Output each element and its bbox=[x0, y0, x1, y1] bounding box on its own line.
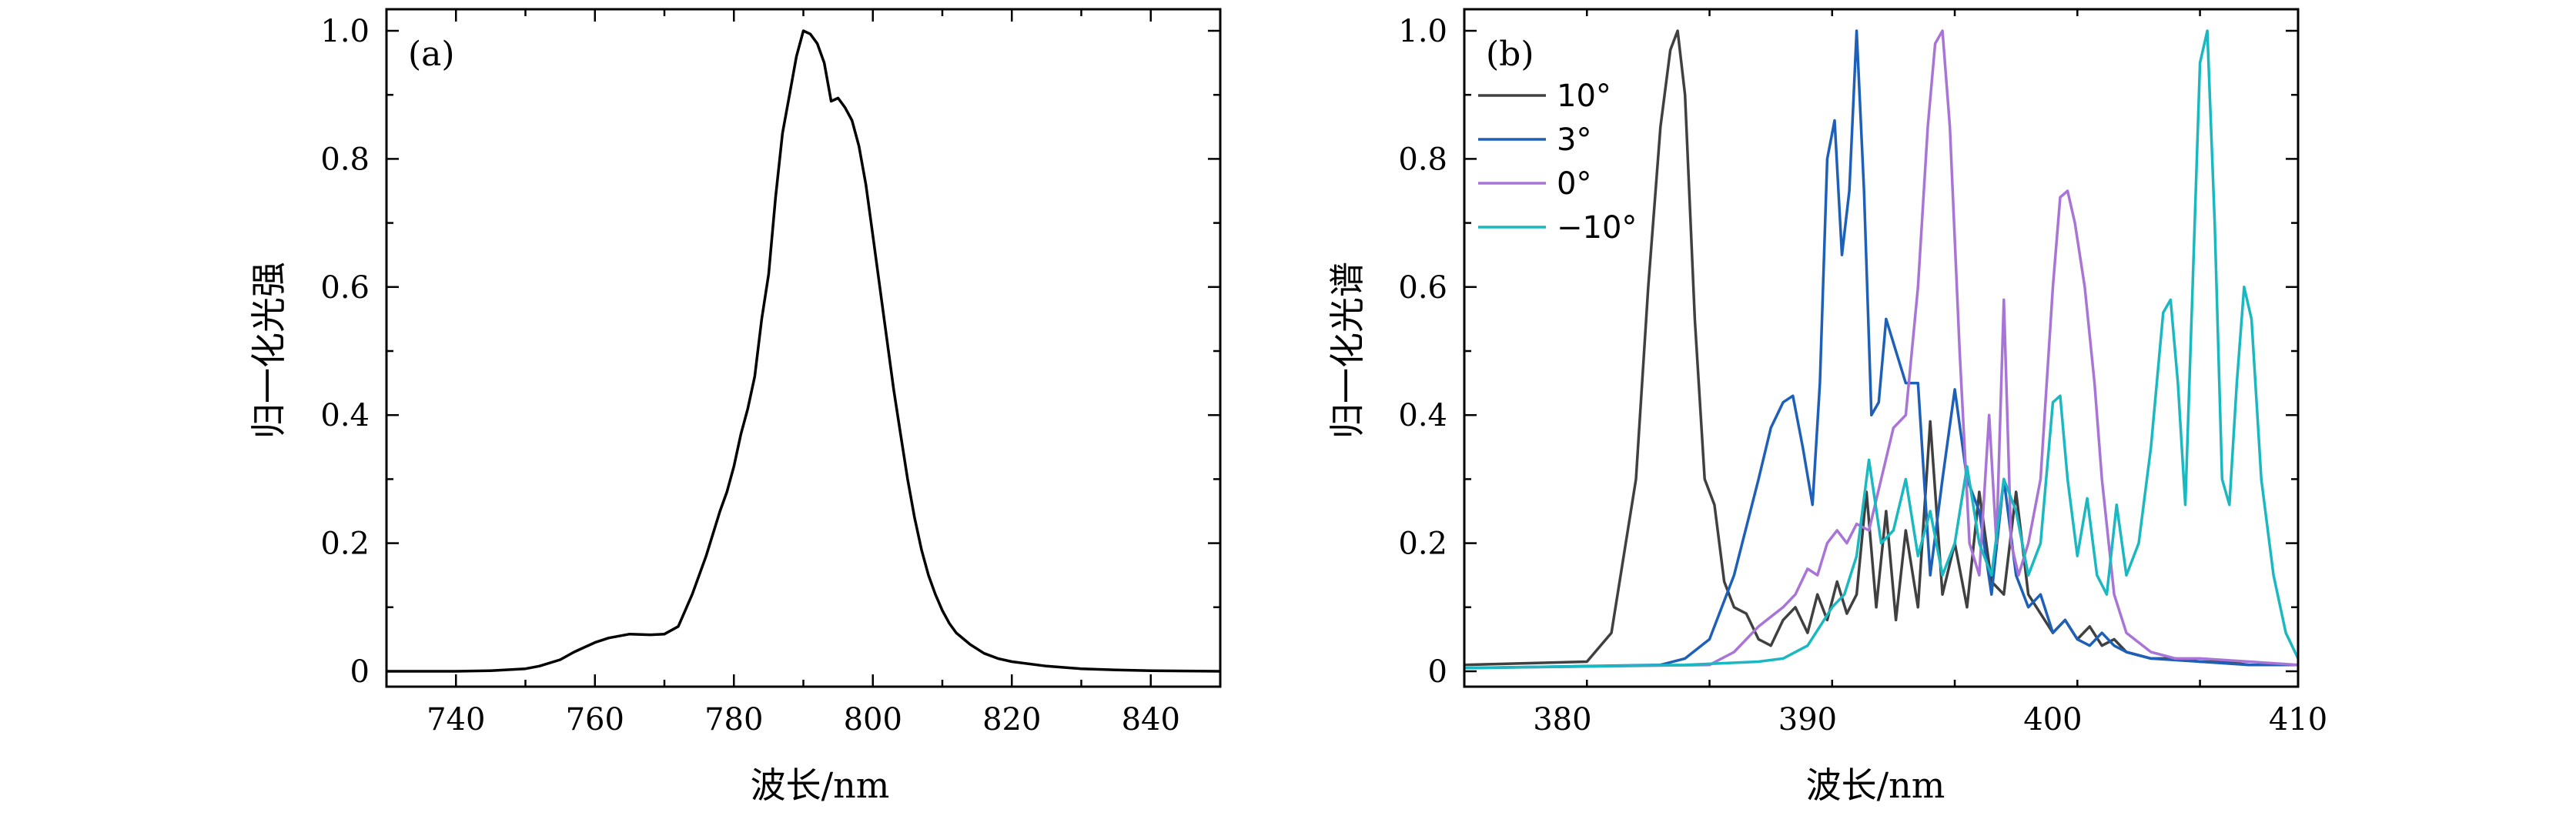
panel-a-x-tick-label: 820 bbox=[982, 702, 1041, 737]
panel-a-x-tick-label: 840 bbox=[1122, 702, 1180, 737]
panel-a-plot-frame bbox=[385, 8, 1222, 688]
panel-b-series-line-3 bbox=[1464, 29, 2300, 670]
panel-b-y-tick-label: 0.4 bbox=[1398, 398, 1447, 433]
chart-panel-b: 归一化光谱 波长/nm 380 390 400 410 0 0.2 0.4 0.6 0.8 1.0… bbox=[1326, 8, 2327, 806]
panel-a-x-tick-label: 800 bbox=[844, 702, 902, 737]
panel-b-x-axis-label: 波长/nm bbox=[1806, 764, 1945, 806]
panel-b-x-tick-label: 400 bbox=[2023, 702, 2082, 737]
chart-panel-a: 归一化光强 波长/nm 740 760 780 800 820 840 0 0.2 0.4 0.6… bbox=[248, 8, 1222, 806]
panel-a-x-axis-label: 波长/nm bbox=[751, 764, 890, 806]
panel-a-y-tick-label: 0.8 bbox=[320, 142, 370, 177]
panel-a-y-axis-label: 归一化光强 bbox=[248, 262, 289, 439]
legend-label-2: 0° bbox=[1557, 166, 1591, 202]
panel-a-x-tick-label: 740 bbox=[427, 702, 485, 737]
panel-b-label: (b) bbox=[1486, 35, 1534, 74]
panel-a-x-tick-label: 760 bbox=[566, 702, 624, 737]
panel-b-y-tick-label: 0.2 bbox=[1398, 527, 1447, 562]
panel-a-y-tick-label: 0.6 bbox=[320, 270, 370, 306]
panel-b-y-axis-label: 归一化光谱 bbox=[1326, 262, 1368, 439]
panel-a-y-tick-label: 1.0 bbox=[320, 14, 370, 49]
panel-b-x-tick-label: 390 bbox=[1778, 702, 1837, 737]
legend-label-1: 3° bbox=[1557, 122, 1591, 158]
panel-b-y-tick-label: 0 bbox=[1428, 654, 1447, 690]
panel-a-y-tick-label: 0.2 bbox=[320, 527, 370, 562]
panel-b-y-tick-label: 0.8 bbox=[1398, 142, 1447, 177]
panel-b-y-tick-label: 1.0 bbox=[1398, 14, 1447, 49]
panel-a-y-tick-label: 0.4 bbox=[320, 398, 370, 433]
legend-label-3: −10° bbox=[1557, 210, 1637, 246]
panel-b-ticks: 380 390 400 410 0 0.2 0.4 0.6 0.8 1.0 bbox=[1398, 9, 2327, 737]
panel-b-x-tick-label: 380 bbox=[1533, 702, 1591, 737]
panel-a-y-tick-label: 0 bbox=[350, 654, 370, 690]
panel-a-label: (a) bbox=[408, 35, 455, 74]
panel-b-legend: 10° 3° 0° −10° bbox=[1478, 79, 1637, 246]
legend-label-0: 10° bbox=[1557, 79, 1611, 114]
panel-b-plot-frame bbox=[1463, 8, 2300, 688]
panel-a-x-tick-label: 780 bbox=[704, 702, 763, 737]
panel-b-series bbox=[1464, 29, 2300, 670]
panel-b-series-line-2 bbox=[1464, 29, 2299, 670]
panel-b-series-line-0 bbox=[1464, 29, 2298, 667]
panel-a-series bbox=[386, 29, 1221, 673]
panel-a-ticks: 740 760 780 800 820 840 0 0.2 0.4 0.6 0.8 1.0 bbox=[320, 9, 1222, 737]
panel-a-series-line-0 bbox=[386, 29, 1221, 673]
panel-b-series-line-1 bbox=[1464, 29, 2298, 670]
panel-b-x-tick-label: 410 bbox=[2269, 702, 2327, 737]
panel-b-y-tick-label: 0.6 bbox=[1398, 270, 1447, 306]
